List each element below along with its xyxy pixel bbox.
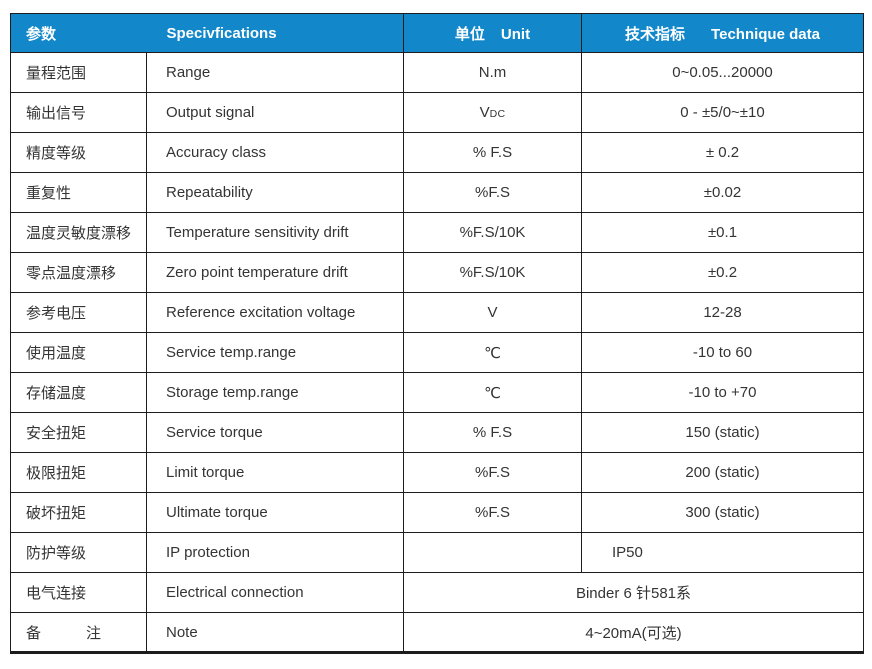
- unit-cell: %F.S: [403, 492, 582, 533]
- spec-en-cell: Service temp.range: [146, 332, 404, 373]
- merged-value-cell: 4~20mA(可选): [403, 612, 864, 653]
- param-cn-cell: 温度灵敏度漂移: [10, 212, 147, 253]
- spec-en-cell: Range: [146, 52, 404, 93]
- table-row-accuracy-class: 精度等级 Accuracy class % F.S ± 0.2: [10, 132, 864, 173]
- param-cn-cell: 零点温度漂移: [10, 252, 147, 293]
- spec-en-cell: Repeatability: [146, 172, 404, 213]
- spec-en-cell: Note: [146, 612, 404, 653]
- spec-en-cell: Service torque: [146, 412, 404, 453]
- header-specifications: Specivfications: [146, 13, 404, 53]
- unit-cell: VDC: [403, 92, 582, 133]
- param-cn-cell: 重复性: [10, 172, 147, 213]
- value-cell: -10 to 60: [581, 332, 864, 373]
- param-cn-cell: 精度等级: [10, 132, 147, 173]
- unit-cell: ℃: [403, 372, 582, 413]
- table-row-storage-temp-range: 存储温度 Storage temp.range ℃ -10 to +70: [10, 372, 864, 413]
- unit-main: V: [479, 104, 490, 121]
- spec-en-cell: Limit torque: [146, 452, 404, 493]
- header-unit-cn: 单位: [454, 25, 485, 43]
- value-cell: 300 (static): [581, 492, 864, 533]
- spec-en-cell: Storage temp.range: [146, 372, 404, 413]
- unit-cell: V: [403, 292, 582, 333]
- unit-subscript: DC: [489, 108, 506, 120]
- header-param: 参数: [10, 13, 147, 53]
- table-row-reference-excitation-voltage: 参考电压 Reference excitation voltage V 12-2…: [10, 292, 864, 333]
- unit-cell: %F.S: [403, 172, 582, 213]
- unit-cell: N.m: [403, 52, 582, 93]
- value-cell: ±0.02: [581, 172, 864, 213]
- header-unit-en: Unit: [500, 25, 531, 43]
- table-row-service-torque: 安全扭矩 Service torque % F.S 150 (static): [10, 412, 864, 453]
- spec-en-cell: Ultimate torque: [146, 492, 404, 533]
- unit-cell: [403, 532, 582, 573]
- param-cn-cell: 参考电压: [10, 292, 147, 333]
- param-cn-cell: 量程范围: [10, 52, 147, 93]
- value-cell: 0~0.05...20000: [581, 52, 864, 93]
- value-cell: 0 - ±5/0~±10: [581, 92, 864, 133]
- table-row-repeatability: 重复性 Repeatability %F.S ±0.02: [10, 172, 864, 213]
- unit-cell: %F.S: [403, 452, 582, 493]
- header-technique-data: 技术指标 Technique data: [581, 13, 864, 53]
- value-cell: 12-28: [581, 292, 864, 333]
- value-cell: 200 (static): [581, 452, 864, 493]
- spec-en-cell: Output signal: [146, 92, 404, 133]
- table-header-row: 参数 Specivfications 单位 Unit 技术指标 Technique …: [10, 13, 864, 53]
- value-cell: -10 to +70: [581, 372, 864, 413]
- param-cn-cell: 破坏扭矩: [10, 492, 147, 533]
- param-cn-cell: 备 注: [10, 612, 147, 653]
- param-cn-cell: 极限扭矩: [10, 452, 147, 493]
- specification-table: 参数 Specivfications 单位 Unit 技术指标 Technique …: [10, 13, 864, 654]
- table-row-range: 量程范围 Range N.m 0~0.05...20000: [10, 52, 864, 93]
- value-cell: IP50: [581, 532, 864, 573]
- unit-cell: ℃: [403, 332, 582, 373]
- unit-cell: %F.S/10K: [403, 252, 582, 293]
- spec-en-cell: Reference excitation voltage: [146, 292, 404, 333]
- param-cn-cell: 输出信号: [10, 92, 147, 133]
- spec-en-cell: Electrical connection: [146, 572, 404, 613]
- unit-cell: % F.S: [403, 412, 582, 453]
- header-unit: 单位 Unit: [403, 13, 582, 53]
- table-row-ip-protection: 防护等级 IP protection IP50: [10, 532, 864, 573]
- param-cn-cell: 防护等级: [10, 532, 147, 573]
- spec-en-cell: Zero point temperature drift: [146, 252, 404, 293]
- table-row-note: 备 注 Note 4~20mA(可选): [10, 612, 864, 653]
- unit-cell: % F.S: [403, 132, 582, 173]
- table-row-limit-torque: 极限扭矩 Limit torque %F.S 200 (static): [10, 452, 864, 493]
- value-cell: 150 (static): [581, 412, 864, 453]
- table-row-ultimate-torque: 破坏扭矩 Ultimate torque %F.S 300 (static): [10, 492, 864, 533]
- param-cn-cell: 存储温度: [10, 372, 147, 413]
- value-cell: ± 0.2: [581, 132, 864, 173]
- spec-en-cell: IP protection: [146, 532, 404, 573]
- table-row-service-temp-range: 使用温度 Service temp.range ℃ -10 to 60: [10, 332, 864, 373]
- table-row-electrical-connection: 电气连接 Electrical connection Binder 6 针581…: [10, 572, 864, 613]
- spec-en-cell: Accuracy class: [146, 132, 404, 173]
- table-row-temperature-sensitivity-drift: 温度灵敏度漂移 Temperature sensitivity drift %F…: [10, 212, 864, 253]
- table-row-output-signal: 输出信号 Output signal VDC 0 - ±5/0~±10: [10, 92, 864, 133]
- value-cell: ±0.2: [581, 252, 864, 293]
- param-cn-cell: 电气连接: [10, 572, 147, 613]
- param-cn-cell: 安全扭矩: [10, 412, 147, 453]
- merged-value-cell: Binder 6 针581系: [403, 572, 864, 613]
- header-tech-cn: 技术指标: [625, 25, 686, 43]
- param-cn-cell: 使用温度: [10, 332, 147, 373]
- value-cell: ±0.1: [581, 212, 864, 253]
- table-row-zero-point-temperature-drift: 零点温度漂移 Zero point temperature drift %F.S…: [10, 252, 864, 293]
- header-tech-en: Technique data: [711, 25, 820, 43]
- unit-cell: %F.S/10K: [403, 212, 582, 253]
- spec-en-cell: Temperature sensitivity drift: [146, 212, 404, 253]
